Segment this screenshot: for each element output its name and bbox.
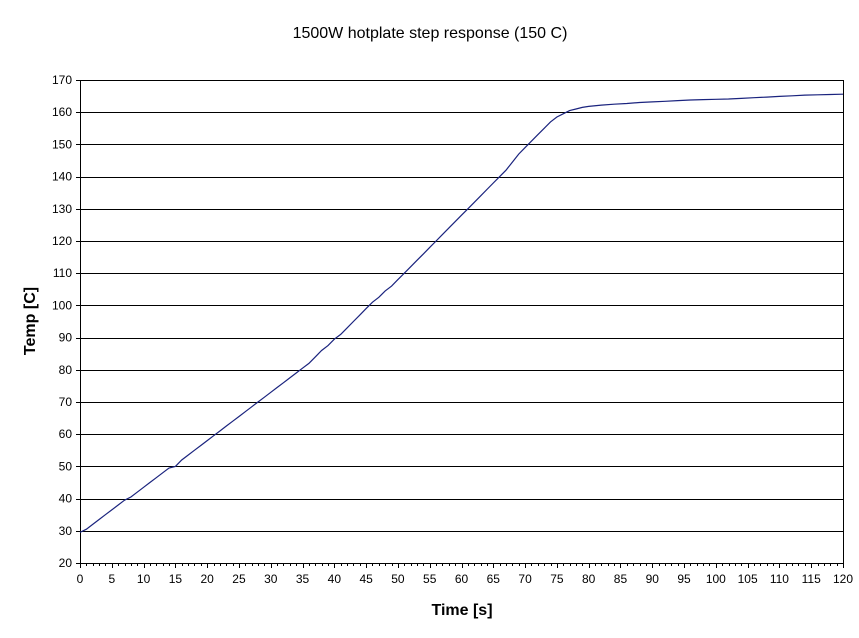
y-tick-label: 160	[52, 105, 72, 119]
x-tick-label: 15	[169, 572, 183, 586]
series	[79, 93, 844, 533]
x-tick-label: 115	[802, 572, 821, 586]
tick-marks	[76, 80, 844, 568]
y-tick-label: 130	[52, 202, 72, 216]
x-tick-label: 55	[423, 572, 437, 586]
axes	[80, 80, 844, 563]
x-tick-label: 110	[770, 572, 789, 586]
x-tick-label: 20	[200, 572, 214, 586]
x-tick-label: 80	[582, 572, 596, 586]
y-tick-label: 120	[52, 234, 72, 248]
y-tick-label: 20	[59, 556, 73, 570]
y-tick-label: 100	[52, 298, 72, 312]
y-tick-label: 60	[59, 427, 73, 441]
x-tick-label: 120	[833, 572, 853, 586]
x-tick-label: 45	[359, 572, 373, 586]
y-tick-label: 40	[59, 492, 73, 506]
y-tick-label: 150	[52, 137, 72, 151]
y-tick-label: 30	[59, 524, 73, 538]
x-tick-label: 75	[550, 572, 564, 586]
x-tick-label: 30	[264, 572, 278, 586]
x-tick-label: 95	[677, 572, 691, 586]
y-tick-label: 140	[52, 170, 72, 184]
x-tick-labels: 0 5 10 15 20 25 30 35 40 45 50 55 60 65 70 75 80 85 90 95 10…	[77, 572, 854, 586]
series-line	[79, 93, 844, 533]
x-tick-label: 105	[738, 572, 758, 586]
x-tick-label: 0	[77, 572, 84, 586]
x-tick-label: 10	[137, 572, 151, 586]
y-tick-label: 50	[59, 459, 73, 473]
y-tick-labels: 20 30 40 50 60 70 80 90 100 110 120 130 140 150 160 170	[52, 73, 72, 570]
y-tick-label: 110	[53, 266, 72, 280]
x-tick-label: 90	[646, 572, 660, 586]
x-tick-label: 100	[706, 572, 726, 586]
x-tick-label: 70	[518, 572, 532, 586]
y-tick-label: 90	[59, 331, 73, 345]
x-axis-title: Time [s]	[431, 602, 492, 619]
y-tick-label: 70	[59, 395, 73, 409]
chart-title: 1500W hotplate step response (150 C)	[293, 25, 568, 42]
x-tick-label: 40	[328, 572, 342, 586]
x-tick-label: 65	[487, 572, 501, 586]
gridlines	[80, 80, 843, 564]
x-tick-label: 50	[391, 572, 405, 586]
y-tick-label: 80	[59, 363, 73, 377]
y-axis-title: Temp [C]	[22, 287, 39, 355]
x-tick-label: 35	[296, 572, 310, 586]
x-tick-label: 25	[232, 572, 246, 586]
x-tick-label: 60	[455, 572, 469, 586]
y-tick-label: 170	[52, 73, 72, 87]
x-tick-label: 5	[108, 572, 115, 586]
x-tick-label: 85	[614, 572, 628, 586]
